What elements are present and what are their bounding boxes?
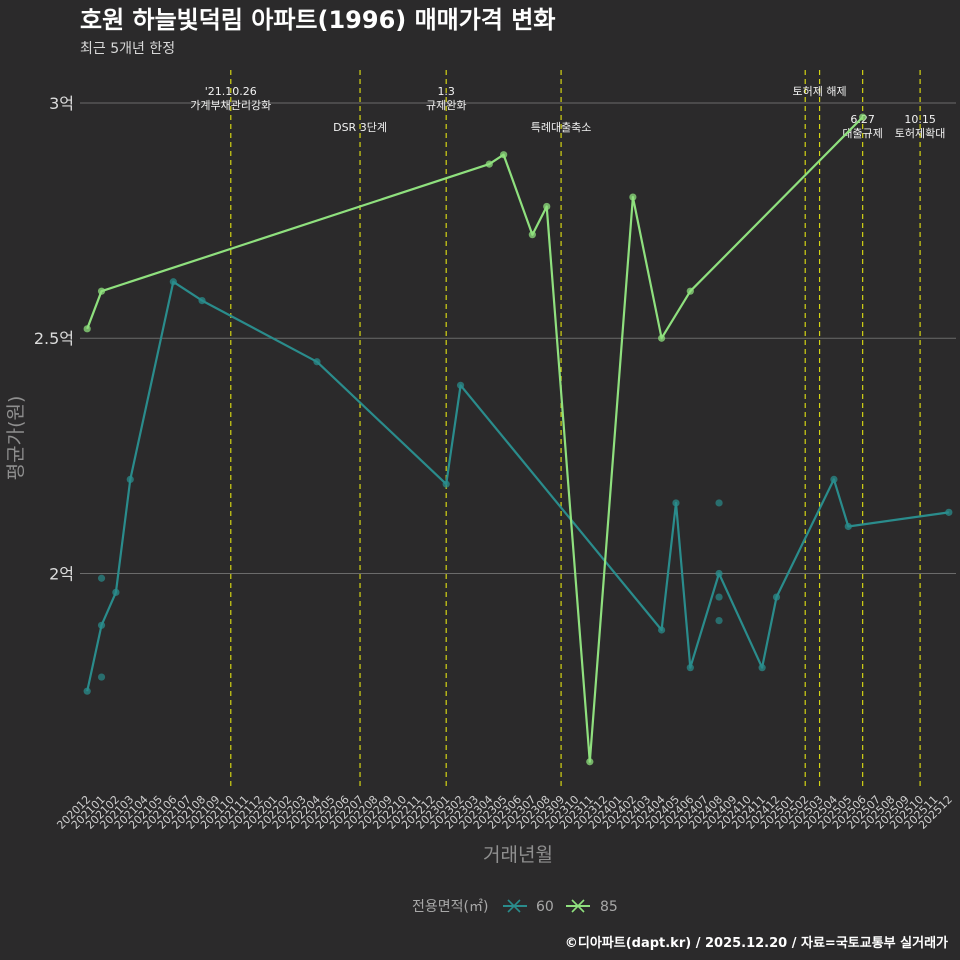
- point-60-15: [830, 475, 838, 484]
- point-60-5: [198, 296, 206, 305]
- point-60-17: [945, 508, 953, 516]
- point-60-11: [686, 664, 694, 672]
- point-60-7: [442, 480, 450, 488]
- point-85-1: [97, 287, 106, 295]
- event-label-2-1: 규제완화: [426, 99, 466, 112]
- point-85-6: [586, 758, 594, 766]
- extra-point-60-4: [715, 616, 723, 625]
- legend-key-mark-85b: [571, 899, 585, 913]
- y-tick-label-1: 2.5억: [34, 329, 74, 348]
- point-60-4: [169, 278, 177, 286]
- point-85-3: [500, 151, 508, 159]
- point-60-9: [658, 626, 666, 634]
- point-60-8: [456, 381, 465, 389]
- point-60-1: [97, 621, 106, 629]
- point-85-8: [658, 334, 666, 342]
- point-60-2: [112, 588, 120, 596]
- chart-caption: ©디아파트(dapt.kr) / 2025.12.20 / 자료=국토교통부 실…: [565, 935, 948, 951]
- point-60-0: [83, 687, 91, 695]
- point-85-10: [859, 113, 867, 121]
- legend-key-mark-60b: [507, 899, 521, 913]
- y-tick-label-0: 2억: [49, 565, 74, 584]
- point-85-2: [485, 160, 493, 168]
- extra-point-60-0: [97, 574, 106, 582]
- point-60-6: [313, 358, 321, 366]
- legend-label-85: 85: [600, 899, 618, 915]
- legend-item-85: 85: [566, 899, 618, 915]
- grid: [80, 102, 956, 575]
- point-85-4: [528, 231, 536, 239]
- y-axis-label: 평균가(원): [5, 396, 27, 481]
- point-60-16: [844, 522, 852, 531]
- point-60-10: [672, 499, 680, 507]
- point-85-5: [543, 202, 551, 211]
- series-line-60: [86, 280, 949, 692]
- chart-subtitle: 최근 5개년 한정: [80, 41, 175, 57]
- legend-label-60: 60: [536, 899, 554, 915]
- point-85-7: [629, 193, 637, 201]
- extra-point-60-1: [97, 673, 106, 681]
- point-85-0: [83, 325, 91, 333]
- y-tick-label-2: 3억: [49, 94, 74, 113]
- x-axis-label: 거래년월: [483, 844, 553, 866]
- point-85-9: [686, 287, 694, 295]
- legend: 전용면적(㎡) 60 85: [412, 899, 618, 915]
- chart-title: 호원 하늘빛덕림 아파트(1996) 매매가격 변화: [80, 6, 555, 34]
- series-layer: [83, 113, 953, 766]
- event-label-2-0: 1.3: [437, 85, 455, 98]
- extra-point-60-3: [715, 593, 723, 601]
- event-label-0-1: 가계부채관리강화: [190, 99, 271, 112]
- point-60-14: [772, 593, 781, 601]
- legend-item-60: 60: [503, 899, 554, 915]
- point-60-13: [758, 664, 766, 672]
- event-label-0-0: '21.10.26: [205, 85, 257, 98]
- event-label-5-0: 토허제 해제: [793, 84, 847, 98]
- x-axis: 2020122021012021022021032021042021052021…: [54, 793, 955, 832]
- event-label-7-0: 10.15: [904, 113, 936, 126]
- event-label-3-0: 특례대출축소: [531, 121, 592, 134]
- y-axis: 2억 2.5억 3억: [34, 94, 74, 584]
- extra-point-60-2: [715, 499, 723, 507]
- point-60-12: [715, 569, 723, 578]
- event-label-1-0: DSR 3단계: [333, 121, 387, 134]
- series-line-85: [86, 116, 864, 763]
- event-label-6-1: 대출규제: [842, 127, 882, 140]
- event-label-7-1: 토허제확대: [895, 127, 946, 140]
- point-60-3: [126, 475, 134, 484]
- legend-title: 전용면적(㎡): [412, 899, 488, 915]
